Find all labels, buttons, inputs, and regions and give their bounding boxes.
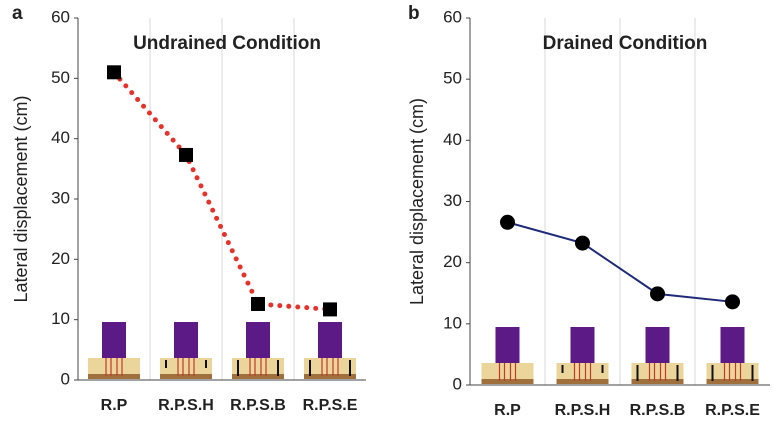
axis-title: Lateral displacement (cm): [407, 98, 427, 305]
y-tick-label: 50: [443, 69, 462, 88]
soil-base: [706, 379, 759, 384]
x-tick-label: R.P.S.H: [555, 402, 611, 419]
soil: [706, 363, 759, 381]
soil-base: [232, 374, 284, 379]
soil: [481, 363, 534, 381]
pile-cap: [720, 327, 745, 363]
chart-title: Undrained Condition: [133, 33, 321, 54]
marker: [725, 294, 740, 310]
y-tick-label: 60: [51, 7, 70, 26]
y-tick-label: 30: [51, 188, 70, 207]
marker: [650, 286, 665, 302]
x-tick-label: R.P: [494, 402, 521, 419]
y-tick-label: 20: [443, 252, 462, 271]
pile-cap: [174, 322, 198, 358]
marker: [575, 235, 590, 251]
soil-base: [556, 379, 609, 384]
pile-cap: [246, 322, 270, 358]
soil: [631, 363, 684, 381]
y-tick-label: 30: [443, 191, 462, 210]
soil-base: [88, 374, 140, 379]
soil: [304, 358, 356, 376]
x-tick-label: R.P.S.H: [158, 397, 214, 414]
panel-label: b: [408, 3, 420, 24]
marker: [179, 147, 193, 162]
x-tick-label: R.P.S.B: [230, 397, 286, 414]
marker: [107, 65, 121, 80]
marker: [323, 302, 337, 317]
y-tick-label: 0: [453, 374, 462, 393]
pile-cap: [570, 327, 595, 363]
soil: [556, 363, 609, 381]
x-tick-label: R.P.S.E: [705, 402, 760, 419]
y-tick-label: 40: [443, 130, 462, 149]
data-line: [111, 69, 333, 312]
x-tick-label: R.P.S.B: [630, 402, 686, 419]
y-tick-label: 20: [51, 249, 70, 268]
y-tick-label: 60: [443, 7, 462, 26]
pile-cap: [102, 322, 126, 358]
panel-label: a: [12, 3, 23, 24]
soil: [160, 358, 212, 376]
pile-cap: [495, 327, 520, 363]
pile-cap: [318, 322, 342, 358]
data-line: [507, 221, 733, 303]
x-tick-label: R.P.S.E: [303, 397, 358, 414]
axis-title: Lateral displacement (cm): [11, 95, 31, 302]
y-tick-label: 10: [443, 313, 462, 332]
chart-title: Drained Condition: [543, 33, 708, 54]
soil: [232, 358, 284, 376]
pile-cap: [645, 327, 670, 363]
marker: [251, 296, 265, 311]
soil: [88, 358, 140, 376]
soil-base: [481, 379, 534, 384]
soil-base: [304, 374, 356, 379]
x-tick-label: R.P: [101, 397, 128, 414]
y-tick-label: 50: [51, 68, 70, 87]
marker: [500, 214, 515, 230]
y-tick-label: 10: [51, 309, 70, 328]
y-tick-label: 0: [61, 369, 70, 388]
soil-base: [160, 374, 212, 379]
soil-base: [631, 379, 684, 384]
y-tick-label: 40: [51, 128, 70, 147]
